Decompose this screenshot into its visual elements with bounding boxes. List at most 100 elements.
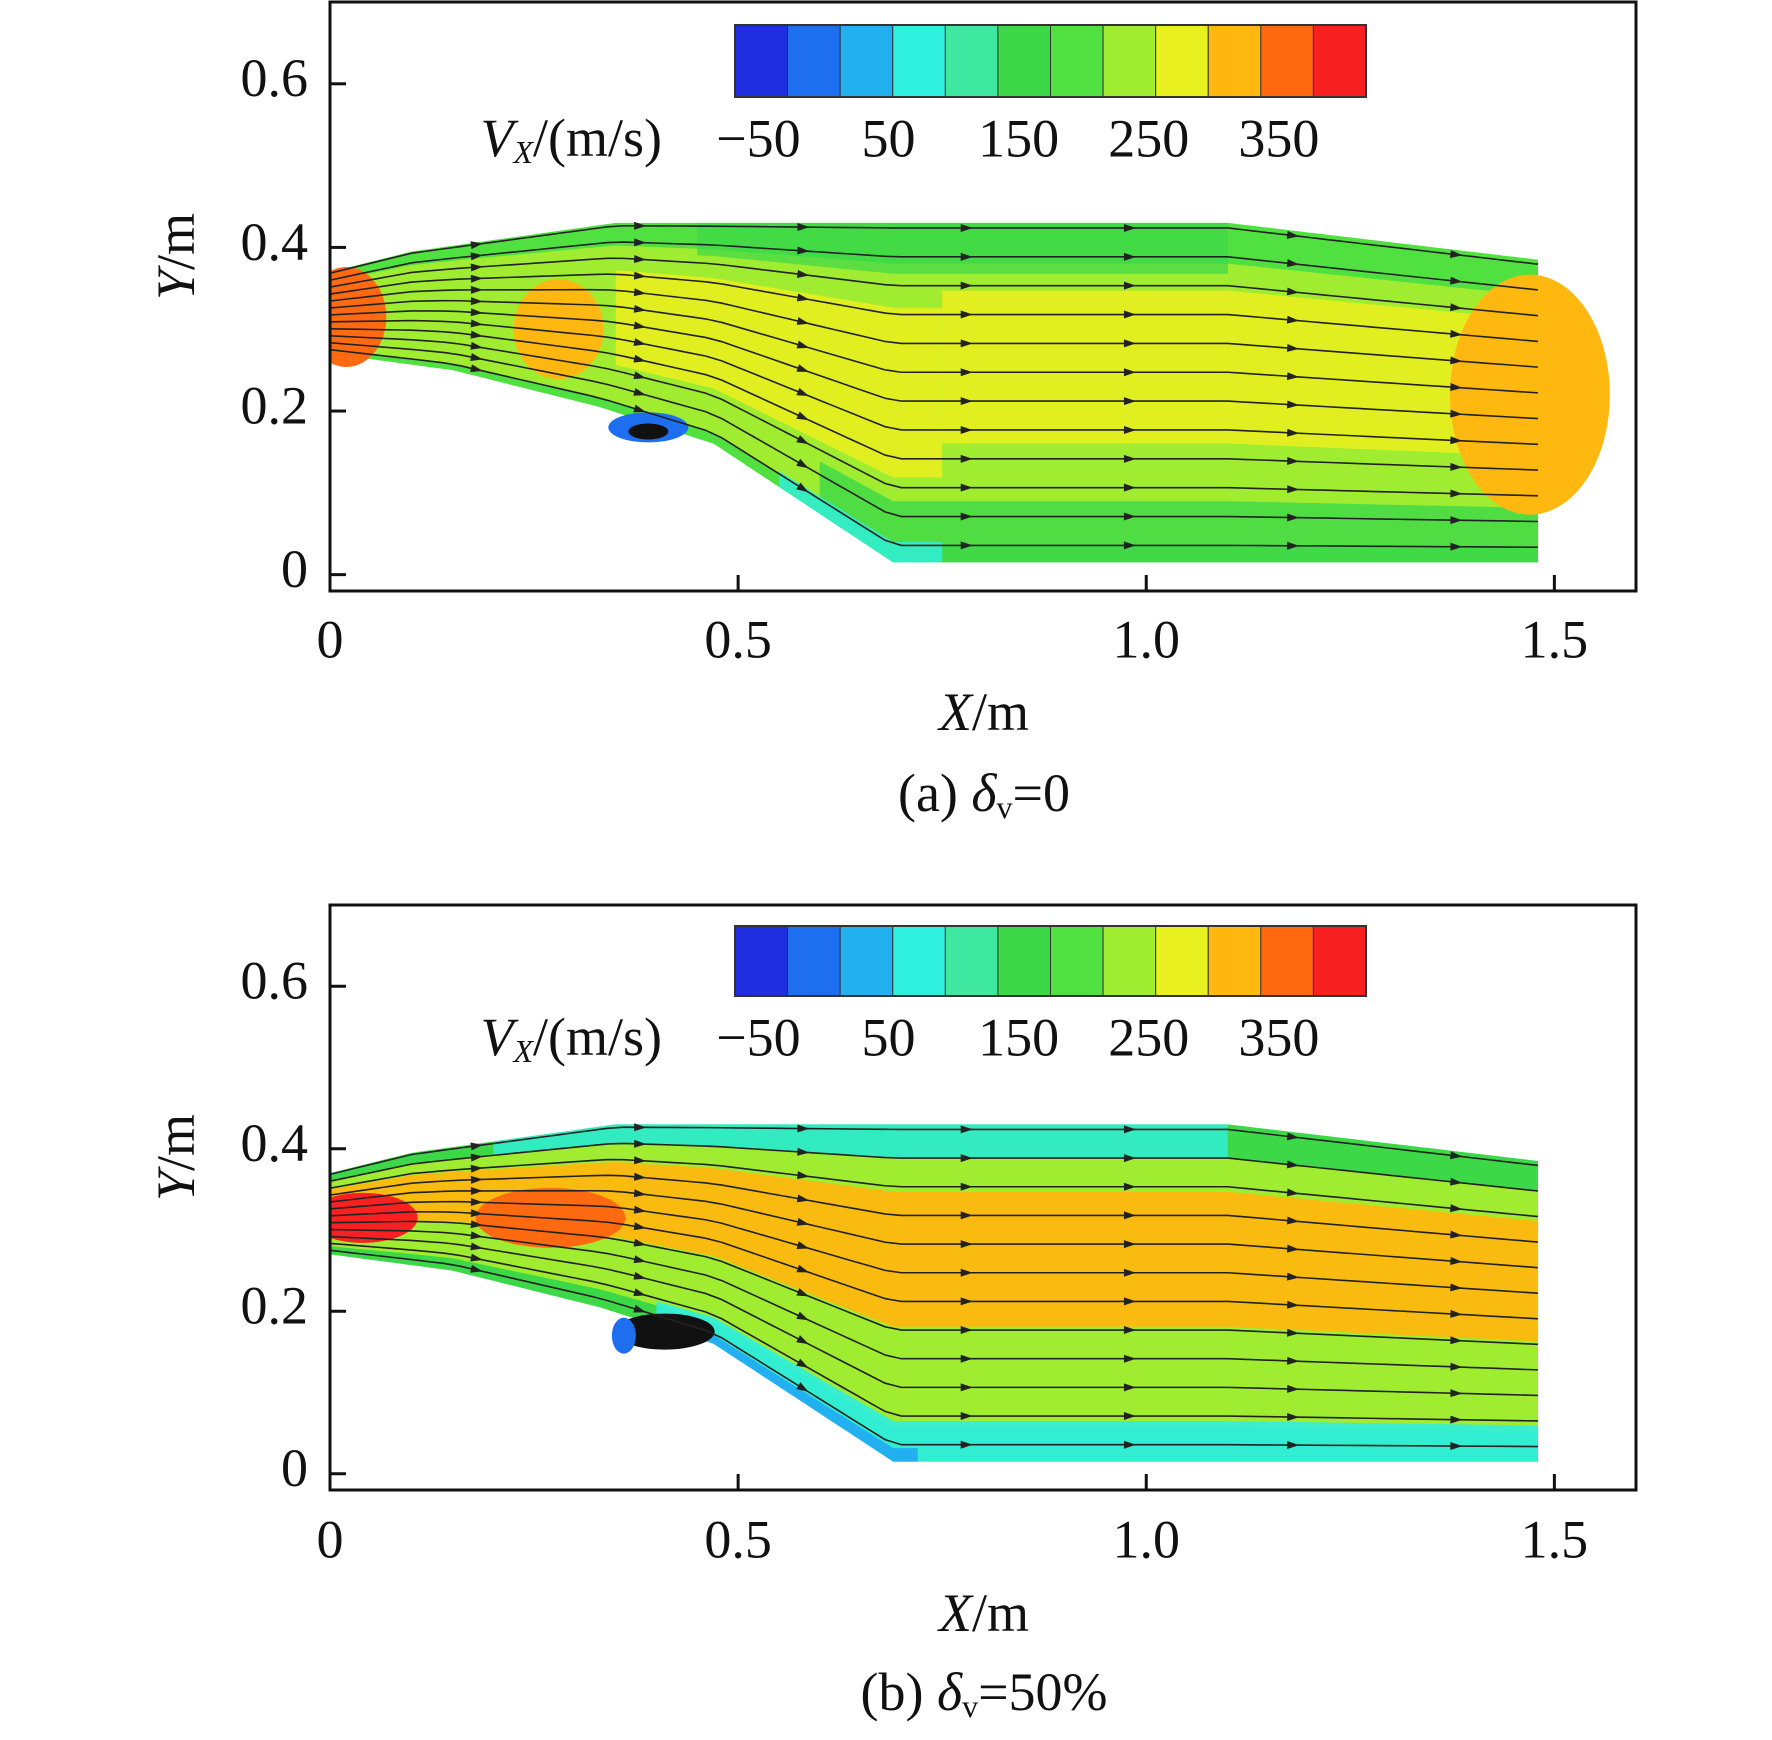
streamline-arrow [470,1153,483,1162]
streamline [330,319,1539,446]
streamline-arrow [796,1264,810,1273]
x-axis-title-part: X [937,682,974,742]
streamline-arrow [633,338,647,346]
streamline-arrow [1450,276,1463,285]
streamline-arrow [634,221,647,230]
caption-part: =0 [1013,763,1070,823]
streamline-arrow [1286,1188,1300,1197]
streamline-arrow [1286,287,1300,296]
x-tick-label: 1.5 [1521,609,1589,669]
streamline-arrow [1450,1257,1463,1265]
y-axis-title-part: Y [146,265,206,300]
contour-field [330,1123,1539,1462]
streamline-arrow [796,1335,809,1345]
streamline-arrow [470,1242,483,1251]
streamline-arrow [960,339,973,348]
streamline-arrow [1123,1383,1136,1392]
contour-band [697,1329,918,1462]
streamline-arrow [470,1175,483,1184]
colorbar-swatch [1207,24,1262,98]
streamline-arrow [796,1382,809,1392]
streamline [330,1158,1539,1218]
streamline-arrow [797,246,810,255]
y-axis-title: Y/m [146,213,206,300]
streamline-arrow [633,1304,646,1313]
x-tick-label: 0.5 [704,609,772,669]
caption-part: v [997,789,1013,825]
x-axis-title-part: /m [972,1583,1029,1643]
colorbar-swatch [734,925,789,997]
streamline-arrow [470,308,483,317]
colorbar-swatch [1207,925,1262,997]
streamline-arrow [1123,541,1136,550]
streamline-arrow [1450,329,1463,338]
colorbar-title-part: X [511,1033,534,1069]
streamline-arrow [1450,1204,1463,1213]
y-tick-label: 0.4 [241,212,309,272]
streamline-arrow [796,293,810,302]
streamline [330,1126,1539,1176]
streamline-arrow [633,1205,647,1214]
streamline-arrow [960,397,973,406]
panel: 0 0.5 1.0 1.500.20.40.6X/mY/m(a) δv=0−50 50 1… [146,0,1638,825]
streamline-arrow [634,238,647,247]
streamline-arrow [1450,409,1463,418]
streamline-arrow [960,368,973,377]
y-tick-label: 0.6 [241,951,309,1011]
colorbar-swatch [1102,925,1157,997]
streamline-arrow [960,1154,973,1163]
streamline-arrow [1287,541,1300,550]
streamline-arrow [796,270,810,278]
contour-band [330,1161,1539,1342]
streamline [330,1189,1539,1269]
streamline-arrow [1287,456,1300,465]
streamline-arrow [796,482,809,493]
streamline-arrow [1123,1182,1136,1191]
streamline-arrow [796,340,810,349]
streamline-arrow [960,1182,973,1191]
streamline-arrow [1450,436,1463,445]
streamline-arrow [633,1222,647,1231]
streamline-arrow [1286,372,1300,381]
streamline-arrow [1123,454,1136,463]
streamline-arrow [1123,1154,1136,1163]
streamline-arrow [797,1124,810,1133]
streamline-arrow [797,223,810,232]
colorbar-swatch [1050,24,1104,98]
colorbar-swatch [1102,24,1157,98]
streamline-arrow [960,1297,973,1306]
streamline-arrow [1286,230,1300,239]
colorbar-swatch [787,24,841,98]
streamline-arrow [1286,315,1300,324]
streamline-arrow [633,255,647,263]
x-axis-title: X/m [937,682,1029,742]
streamline-arrow [960,1211,973,1220]
streamline-arrow [1450,516,1463,525]
colorbar-swatch [997,925,1052,997]
streamline-arrow [633,1238,647,1247]
streamline-arrow [796,1358,809,1369]
streamline-arrow [470,330,483,339]
streamline-arrow [470,1209,483,1218]
contour-blob [611,1317,636,1354]
streamline-arrow [1123,1354,1136,1363]
streamline-arrow [633,1271,646,1280]
streamline-arrow [1450,303,1463,312]
streamline-arrow [960,512,973,521]
caption: (b) δv=50% [860,1662,1107,1724]
streamline-arrow [1123,1268,1136,1277]
streamline [330,310,1539,420]
colorbar-title-part: V [480,1007,519,1067]
colorbar-title: VX/(m/s) [480,108,662,170]
streamline [330,1142,1539,1192]
streamline-arrow [633,371,646,380]
streamline-arrow [1450,383,1463,392]
colorbar-tick-label: −50 [716,108,800,168]
streamline-arrow [633,1189,647,1198]
streamline-arrow [470,1164,483,1173]
colorbar-swatch [839,24,894,98]
streamline-arrow [1450,542,1463,551]
streamline-arrow [1123,1125,1136,1134]
colorbar-title-part: /(m/s) [533,1007,662,1067]
streamline-arrow [1450,1151,1463,1160]
